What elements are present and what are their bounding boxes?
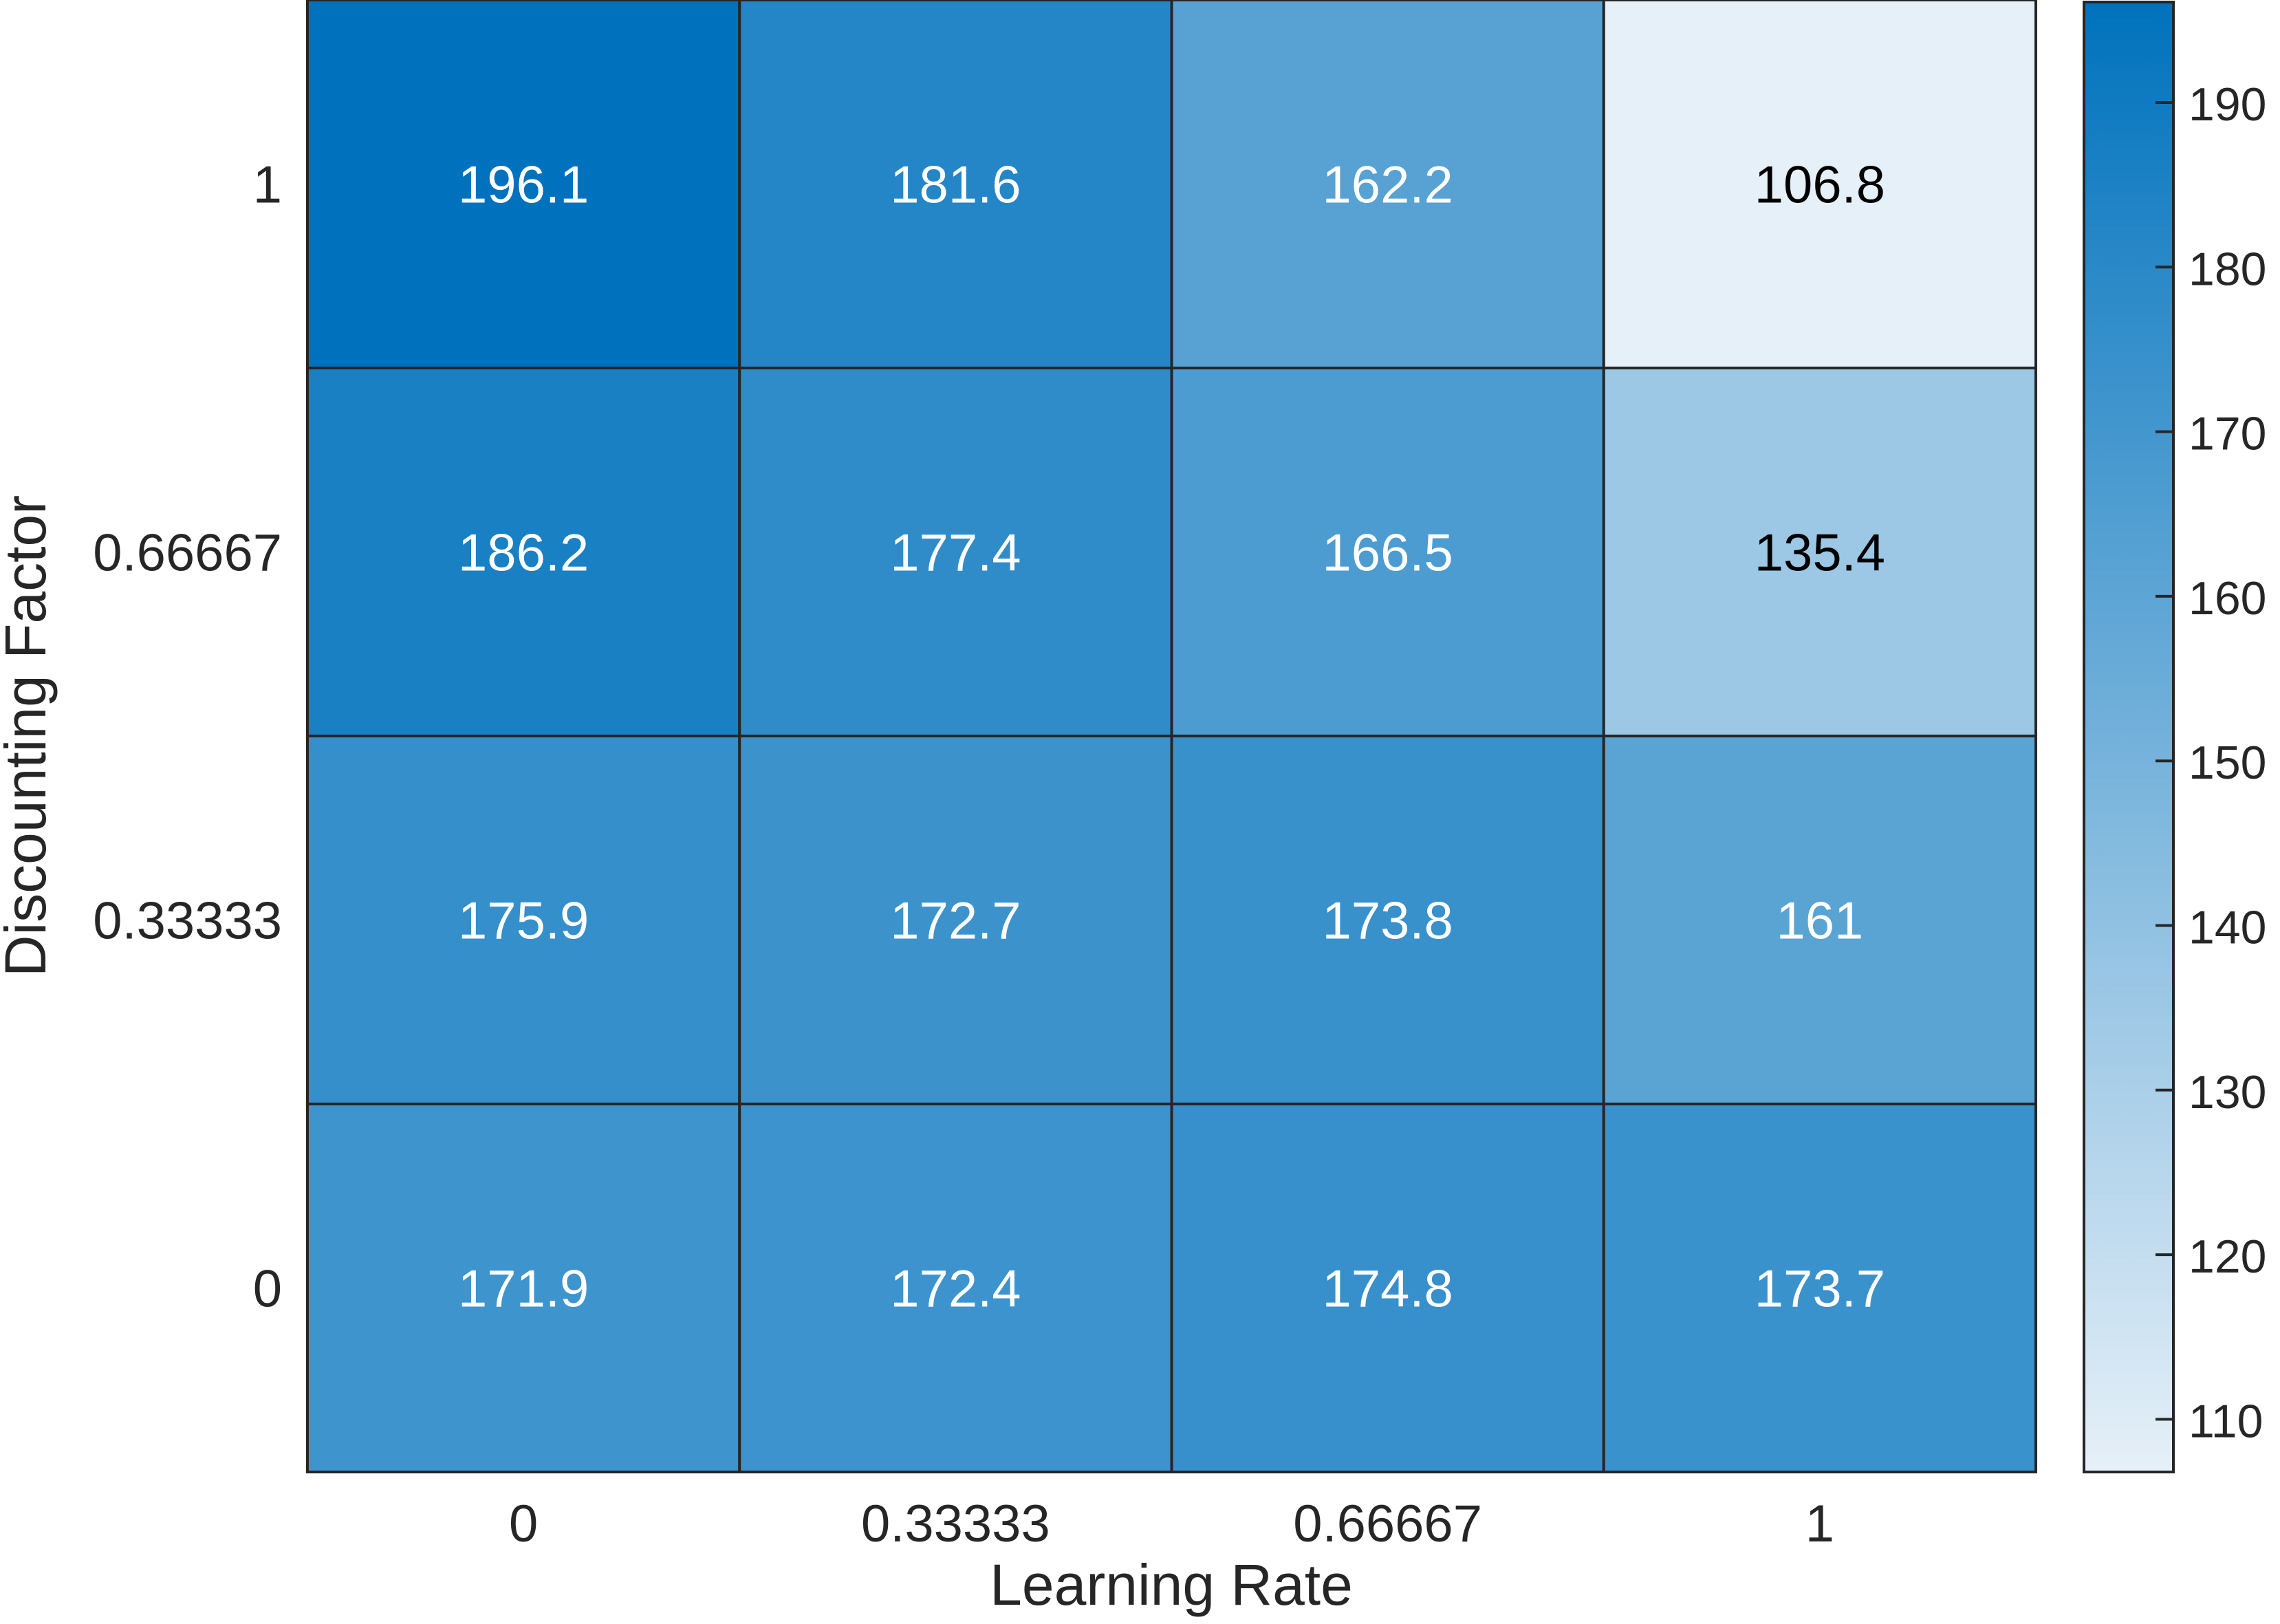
heatmap-cell (1170, 0, 1605, 369)
cell-value-label: 174.8 (1323, 1260, 1453, 1319)
cell-value-label: 106.8 (1755, 156, 1885, 215)
cell-value-label: 177.4 (890, 524, 1021, 583)
cell-value-label: 172.7 (890, 892, 1021, 951)
heatmap-cell (1602, 0, 2037, 369)
heatmap-cells (306, 0, 2037, 1473)
colorbar-tick-label: 180 (2189, 243, 2266, 295)
colorbar-ticks: 110 120 130 140 150 160 170 180 190 (2156, 78, 2266, 1447)
y-tick-label: 1 (253, 156, 282, 215)
heatmap-cell (1170, 1103, 1605, 1473)
y-tick-labels: 1 0.66667 0.33333 0 (93, 156, 282, 1319)
cell-value-label: 166.5 (1323, 524, 1453, 583)
colorbar-tick-label: 140 (2189, 902, 2266, 954)
cell-value-label: 171.9 (458, 1260, 589, 1319)
cell-value-label: 135.4 (1755, 524, 1885, 583)
heatmap-cell (306, 0, 741, 369)
heatmap-cell (306, 735, 741, 1105)
cell-value-label: 161 (1776, 892, 1863, 951)
colorbar-tick-label: 130 (2189, 1066, 2266, 1118)
heatmap-cell (306, 1103, 741, 1473)
heatmap-cell (738, 0, 1173, 369)
y-tick-label: 0.66667 (93, 524, 282, 583)
plot-frame (306, 0, 2037, 1473)
heatmap-cell (738, 1103, 1173, 1473)
cell-value-label: 173.7 (1755, 1260, 1885, 1319)
x-tick-label: 0.33333 (861, 1495, 1050, 1553)
cell-value-label: 181.6 (890, 156, 1021, 215)
x-axis-label: Learning Rate (990, 1552, 1353, 1617)
cell-value-labels: 196.1 181.6 162.2 106.8 186.2 177.4 166.5 135.4… (458, 156, 1885, 1319)
heatmap-cell (1602, 367, 2037, 737)
colorbar-tick-label: 110 (2189, 1395, 2263, 1447)
y-tick-label: 0.33333 (93, 892, 282, 951)
x-tick-label: 0 (509, 1495, 538, 1553)
cell-value-label: 162.2 (1323, 156, 1453, 215)
x-tick-labels: 0 0.33333 0.66667 1 (509, 1495, 1834, 1553)
colorbar-tick-label: 170 (2189, 408, 2266, 460)
cell-value-label: 172.4 (890, 1260, 1021, 1319)
colorbar-tick-label: 160 (2189, 572, 2266, 625)
heatmap-cell (738, 735, 1173, 1105)
cell-value-label: 196.1 (458, 156, 589, 215)
cell-value-label: 175.9 (458, 892, 589, 951)
cell-value-label: 173.8 (1323, 892, 1453, 951)
x-tick-label: 1 (1805, 1495, 1834, 1553)
heatmap-cell (1602, 1103, 2037, 1473)
cell-value-label: 186.2 (458, 524, 589, 583)
colorbar-tick-label: 190 (2189, 78, 2266, 131)
x-tick-label: 0.66667 (1293, 1495, 1482, 1553)
heatmap-cell (306, 367, 741, 737)
colorbar (2083, 1, 2175, 1473)
colorbar-tick-label: 120 (2189, 1231, 2266, 1283)
y-axis-label: Discounting Factor (0, 495, 58, 977)
heatmap-cell (1170, 735, 1605, 1105)
y-tick-label: 0 (253, 1260, 282, 1319)
colorbar-tick-label: 150 (2189, 737, 2266, 789)
